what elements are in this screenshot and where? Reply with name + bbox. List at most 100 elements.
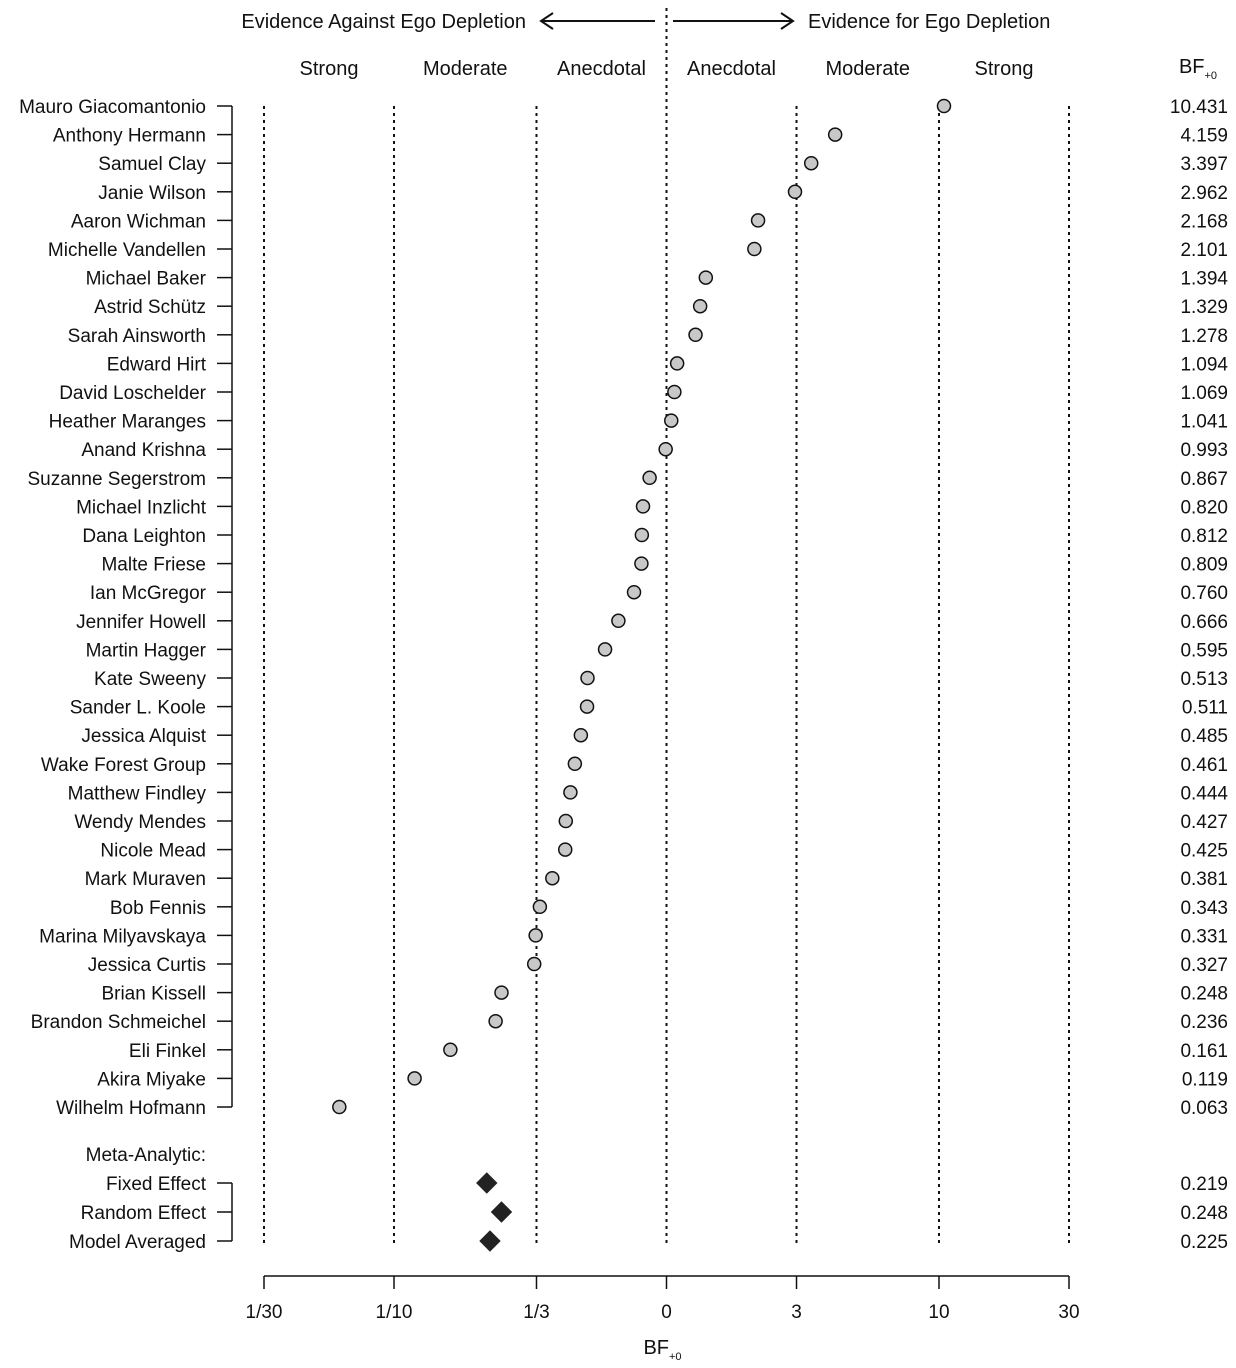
study-row: Malte Friese 0.809 [101, 555, 1228, 576]
study-bf-value: 0.511 [1182, 698, 1228, 719]
study-bf-value: 0.427 [1180, 812, 1228, 833]
meta-bf-value: 0.219 [1180, 1174, 1228, 1195]
study-point [750, 213, 766, 228]
study-bf-value: 0.461 [1180, 755, 1228, 776]
study-point [579, 699, 595, 714]
study-label: Sander L. Koole [70, 698, 206, 719]
study-row: Dana Leighton 0.812 [82, 526, 1228, 547]
study-label: Kate Sweeny [94, 669, 206, 690]
study-row: Sander L. Koole 0.511 [70, 698, 1228, 719]
meta-row: Fixed Effect 0.219 [106, 1172, 1228, 1195]
study-row: Jessica Curtis 0.327 [88, 955, 1228, 976]
x-tick-label: 1/30 [246, 1302, 283, 1323]
value-column-header: BF+0 [1179, 56, 1217, 82]
arrow-right-icon [780, 12, 795, 30]
meta-bf-value: 0.248 [1180, 1203, 1228, 1224]
study-label: Nicole Mead [100, 841, 206, 862]
study-bf-value: 0.993 [1180, 440, 1228, 461]
study-point [803, 155, 819, 171]
study-point [443, 1042, 458, 1058]
study-label: Ian McGregor [90, 583, 207, 604]
study-row: Brian Kissell 0.248 [101, 984, 1228, 1005]
study-row: Aaron Wichman 2.168 [71, 211, 1228, 232]
study-point [332, 1099, 347, 1115]
band-label-5: Strong [975, 58, 1034, 80]
study-row: David Loschelder 1.069 [59, 383, 1228, 404]
study-label: Matthew Findley [68, 783, 207, 804]
study-bf-value: 0.425 [1180, 841, 1228, 862]
band-label-4: Moderate [826, 58, 911, 80]
study-row: Suzanne Segerstrom 0.867 [28, 469, 1229, 490]
study-label: Janie Wilson [98, 183, 206, 204]
study-bf-value: 0.381 [1180, 869, 1228, 890]
study-bf-value: 1.094 [1180, 354, 1228, 375]
study-point [494, 985, 509, 1000]
meta-heading: Meta-Analytic: [86, 1145, 206, 1166]
study-point [580, 670, 595, 686]
study-bf-value: 0.809 [1180, 555, 1228, 576]
evidence-for-label: Evidence for Ego Depletion [808, 11, 1050, 33]
band-label-2: Anecdotal [557, 58, 646, 80]
study-bf-value: 1.041 [1180, 412, 1228, 433]
study-row: Anand Krishna 0.993 [81, 440, 1228, 461]
study-bf-value: 0.760 [1180, 583, 1228, 604]
study-bf-value: 0.343 [1180, 898, 1228, 919]
study-point [936, 98, 952, 114]
study-label: Anand Krishna [81, 440, 206, 461]
study-bf-value: 1.394 [1180, 269, 1228, 290]
x-tick-label: 30 [1058, 1302, 1079, 1323]
study-row: Wake Forest Group 0.461 [41, 755, 1228, 776]
study-row: Janie Wilson 2.962 [98, 183, 1228, 204]
study-label: Mark Muraven [85, 869, 206, 890]
study-label: Michael Baker [86, 269, 207, 290]
study-label: Malte Friese [101, 555, 206, 576]
study-label: Wake Forest Group [41, 755, 206, 776]
study-point [692, 298, 708, 314]
study-bf-value: 0.063 [1180, 1098, 1228, 1119]
study-bf-value: 0.161 [1180, 1041, 1228, 1062]
meta-diamond [490, 1201, 513, 1223]
study-row: Astrid Schütz 1.329 [94, 297, 1228, 318]
meta-diamond [479, 1230, 501, 1252]
study-label: Dana Leighton [82, 526, 206, 547]
study-point [545, 870, 560, 886]
evidence-header: Evidence Against Ego Depletion Evidence f… [241, 11, 1217, 82]
meta-label: Model Averaged [69, 1232, 206, 1253]
study-point [688, 327, 703, 343]
study-row: Wendy Mendes 0.427 [74, 812, 1228, 833]
study-bf-value: 10.431 [1170, 97, 1228, 118]
meta-row: Model Averaged 0.225 [69, 1230, 1228, 1253]
study-label: Astrid Schütz [94, 297, 206, 318]
study-point [611, 613, 626, 629]
study-row: Bob Fennis 0.343 [110, 898, 1228, 919]
study-row: Nicole Mead 0.425 [100, 841, 1228, 862]
study-row: Jennifer Howell 0.666 [76, 612, 1228, 633]
study-bf-value: 0.867 [1180, 469, 1228, 490]
study-row: Michael Baker 1.394 [86, 269, 1229, 290]
study-point [528, 928, 543, 943]
x-tick-label: 0 [661, 1302, 672, 1323]
study-label: Wilhelm Hofmann [56, 1098, 206, 1119]
study-bf-value: 1.069 [1180, 383, 1228, 404]
study-label: Samuel Clay [98, 154, 206, 175]
study-label: Eli Finkel [129, 1041, 206, 1062]
study-row: Ian McGregor 0.760 [90, 583, 1228, 604]
study-rows: Mauro Giacomantonio 10.431 Anthony Hermann… [19, 97, 1228, 1119]
meta-label: Fixed Effect [106, 1174, 207, 1195]
study-row: Akira Miyake 0.119 [97, 1069, 1228, 1090]
study-label: Edward Hirt [107, 354, 207, 375]
study-bf-value: 0.666 [1180, 612, 1228, 633]
meta-analytic-rows: Meta-Analytic: Fixed Effect 0.219 Random Ef… [69, 1145, 1228, 1253]
study-bf-value: 1.278 [1180, 326, 1228, 347]
study-point [597, 642, 613, 657]
study-label: Bob Fennis [110, 898, 206, 919]
band-label-0: Strong [300, 58, 359, 80]
study-bf-value: 3.397 [1180, 154, 1228, 175]
study-label: Anthony Hermann [53, 126, 206, 147]
reference-lines [263, 8, 1070, 1243]
x-tick-label: 3 [791, 1302, 802, 1323]
study-label: Wendy Mendes [74, 812, 206, 833]
study-bf-value: 1.329 [1180, 297, 1228, 318]
study-label: Michelle Vandellen [48, 240, 206, 261]
study-row: Jessica Alquist 0.485 [81, 726, 1228, 747]
